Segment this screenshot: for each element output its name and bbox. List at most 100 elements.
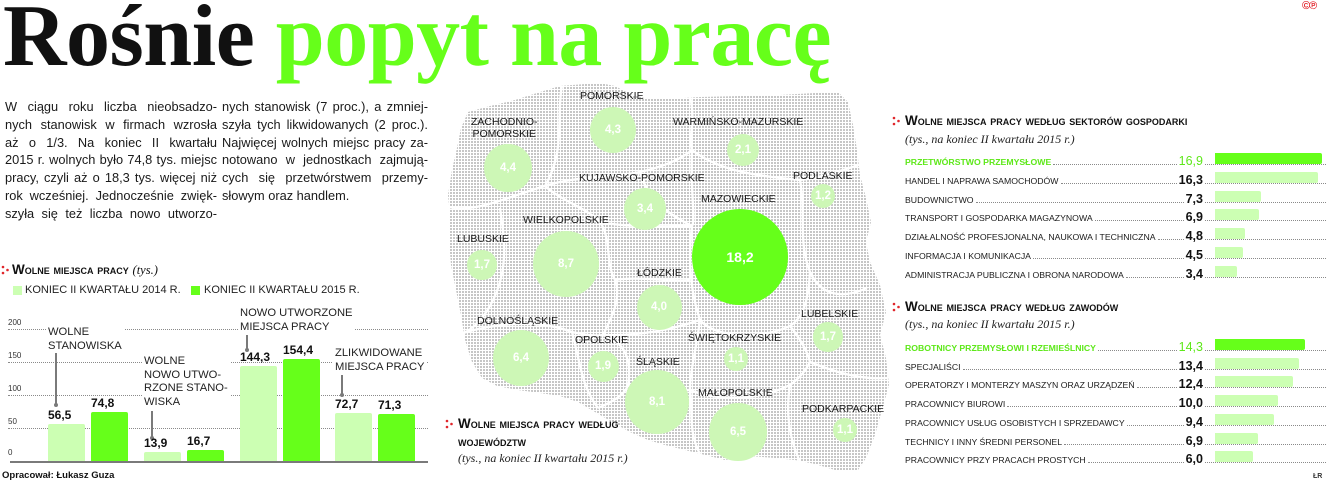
intro-line: słowym oraz handlem.	[222, 187, 350, 203]
sector-bar	[1215, 247, 1244, 258]
map-label-zachodniopomorskie: ZACHODNIO- POMORSKIE	[471, 116, 538, 140]
sector-bar	[1215, 265, 1237, 277]
intro-line: 2015 r. wolnych było 74,8 tys. miejsc	[5, 152, 217, 168]
map-label-lodzkie: ŁÓDZKIE	[637, 267, 682, 279]
map-label-wielkopolskie: WIELKOPOLSKIE	[523, 214, 609, 226]
y-tick-label: 100	[8, 384, 22, 393]
dotted-leader	[1060, 182, 1177, 184]
bubble-slaskie: 8,1	[624, 369, 690, 435]
occupation-bar	[1215, 395, 1278, 407]
legend-label-2015: KONIEC II KWARTAŁU 2015 R.	[204, 284, 360, 296]
bar-group-item: 154,4	[283, 343, 320, 461]
bar-value: 154,4	[283, 343, 314, 358]
sector-bar	[1215, 153, 1322, 164]
occupation-row: PRACOWNICY PRZY PRACACH PROSTYCH 6,0	[905, 446, 1326, 466]
bar-chart-title: Wolne miejsca pracy (tys.)	[12, 262, 158, 278]
bubble-podkarpackie: 1,1	[833, 418, 857, 442]
bubble-dolnoslaskie: 6,4	[492, 329, 550, 387]
leader-line	[53, 353, 58, 407]
sector-label: TRANSPORT I GOSPODARKA MAGAZYNOWA	[905, 213, 1093, 224]
bullet-dots-icon	[892, 116, 900, 126]
sector-value: 6,9	[1185, 210, 1203, 225]
sector-value: 16,3	[1178, 172, 1203, 187]
title-green-part: popyt na pracę	[275, 0, 832, 85]
intro-line: nych stanowisk (7 proc.), a zmniej-	[222, 99, 428, 114]
occupation-row: ROBOTNICY PRZEMYSŁOWI I RZEMIEŚLNICY 14,3	[905, 334, 1326, 354]
dotted-leader	[1032, 257, 1184, 259]
sector-bar	[1215, 228, 1246, 240]
map-label-dolnoslaskie: DOLNOŚLĄSKIE	[477, 315, 559, 327]
dotted-leader	[1157, 238, 1184, 241]
map-title: Wolne miejsca pracy według województw	[458, 416, 619, 449]
occupations-subtitle: (tys., na koniec II kwartału 2015 r.)	[905, 317, 1075, 331]
map-label-podkarpackie: PODKARPACKIE	[802, 403, 885, 415]
category-label-nowo-utworzone: NOWO UTWORZONE MIEJSCA PRACY	[238, 307, 355, 334]
occupation-value: 12,4	[1178, 377, 1203, 392]
bar-2015	[187, 449, 224, 461]
bar-chart-title-text: Wolne miejsca pracy	[12, 262, 129, 277]
bar-group-item: 13,9	[144, 436, 181, 461]
page-title: Rośnie popyt na pracę	[3, 0, 832, 81]
intro-line: nych stanowisk w firmach wzrosła	[5, 116, 217, 132]
sectors-subtitle: (tys., na koniec II kwartału 2015 r.)	[905, 132, 1075, 146]
bullet-dots-icon	[445, 419, 453, 429]
occupation-bar	[1215, 413, 1275, 425]
bar-value: 16,7	[187, 433, 211, 448]
sector-label: PRZETWÓRSTWO PRZEMYSŁOWE	[905, 157, 1052, 167]
gridline-200	[8, 329, 428, 330]
bubble-swietokrzyskie: 1,1	[724, 347, 748, 371]
intro-line: szyła tych likwidowanych (2 proc.).	[222, 116, 428, 132]
dotted-leader	[1053, 163, 1177, 165]
occupation-bar	[1215, 357, 1300, 369]
bubble-pomorskie: 4,3	[589, 106, 637, 154]
category-label-wolne-nowo-utworzone: WOLNE NOWO UTWO- RZONE STANO- WISKA	[142, 355, 230, 409]
leader-line	[244, 335, 249, 352]
occupation-value: 10,0	[1178, 396, 1203, 411]
intro-column-2: nych stanowisk (7 proc.), a zmniej- szył…	[222, 98, 428, 205]
sector-bar	[1215, 209, 1259, 221]
sector-value: 4,8	[1185, 229, 1203, 244]
intro-column-1: W ciągu roku liczba nieobsadzo- nych sta…	[5, 98, 217, 223]
occupation-bar	[1215, 451, 1253, 463]
bar-group-item: 74,8	[91, 396, 128, 461]
poland-outline	[448, 83, 889, 470]
occupation-label: TECHNICY I INNY ŚREDNI PERSONEL	[905, 436, 1063, 447]
map-label-warminsko-mazurskie: WARMIŃSKO-MAZURSKIE	[673, 116, 804, 128]
sector-row: ADMINISTRACJA PUBLICZNA I OBRONA NARODOW…	[905, 261, 1326, 281]
sector-label: DZIAŁALNOŚĆ PROFESJONALNA, NAUKOWA I TEC…	[905, 232, 1156, 243]
map-label-swietokrzyskie: ŚWIĘTOKRZYSKIE	[688, 332, 782, 344]
bubble-wielkopolskie: 8,7	[532, 230, 600, 298]
dotted-leader	[1064, 443, 1184, 445]
bubble-kujawsko-pomorskie: 3,4	[624, 188, 666, 230]
map-label-slaskie: ŚLĄSKIE	[636, 356, 680, 368]
map-label-podlaskie: PODLASKIE	[793, 170, 853, 182]
sector-bar	[1215, 190, 1262, 202]
bullet-dots-icon	[892, 302, 900, 312]
y-tick-label: 150	[8, 351, 22, 360]
occupation-label: ROBOTNICY PRZEMYSŁOWI I RZEMIEŚLNICY	[905, 343, 1096, 353]
sector-value: 3,4	[1185, 266, 1203, 281]
bubble-podlaskie: 1,2	[810, 183, 836, 209]
occupation-row: SPECJALIŚCI 13,4	[905, 353, 1326, 373]
bar-group-item: 56,5	[48, 408, 85, 461]
gridline-50	[8, 428, 428, 429]
bar-2015	[91, 411, 128, 461]
sector-value: 7,3	[1185, 191, 1203, 206]
title-black-part: Rośnie	[3, 0, 255, 85]
bar-2015	[283, 359, 320, 461]
map-label-lubelskie: LUBELSKIE	[801, 308, 859, 320]
bar-2014	[144, 451, 181, 461]
bubble-warminsko-mazurskie: 2,1	[726, 133, 760, 167]
sector-bar	[1215, 171, 1319, 183]
copyright-logo-icon: ©℗	[1302, 0, 1317, 12]
map-label-opolskie: OPOLSKIE	[575, 334, 629, 346]
sector-row: TRANSPORT I GOSPODARKA MAGAZYNOWA 6,9	[905, 204, 1326, 224]
bar-value: 72,7	[335, 397, 359, 412]
sector-row: HANDEL I NAPRAWA SAMOCHODÓW 16,3	[905, 167, 1326, 187]
occupation-row: PRACOWNICY USŁUG OSOBISTYCH I SPRZEDAWCY…	[905, 409, 1326, 429]
y-tick-label: 200	[8, 318, 22, 327]
occupation-row: OPERATORZY I MONTERZY MASZYN ORAZ URZĄDZ…	[905, 371, 1326, 391]
x-axis-line	[10, 461, 428, 463]
category-label-wolne-stanowiska: WOLNE STANOWISKA	[46, 325, 124, 353]
bullet-dots-icon	[1, 265, 9, 275]
